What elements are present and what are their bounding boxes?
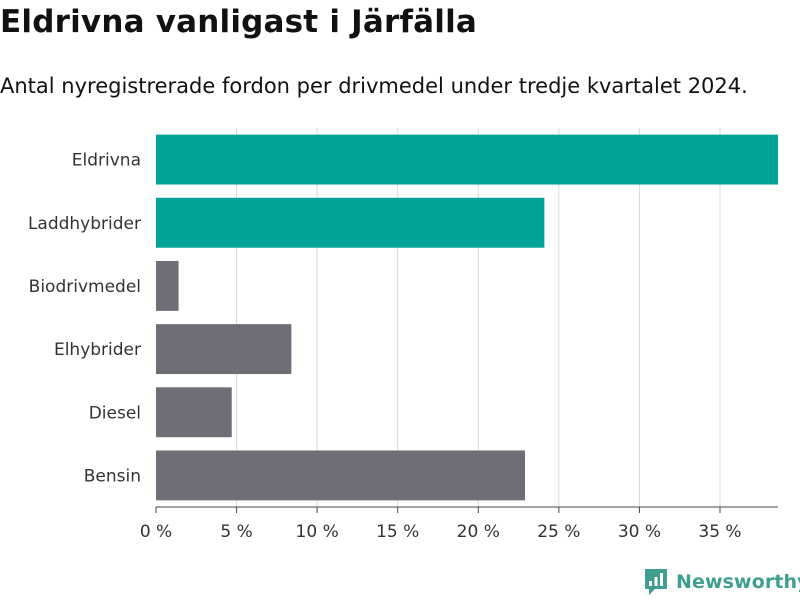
chart-title: Eldrivna vanligast i Järfälla	[0, 4, 478, 40]
x-tick-label: 35 %	[698, 522, 741, 542]
bar-laddhybrider	[156, 197, 545, 248]
y-tick-label: Eldrivna	[72, 151, 141, 171]
newsworthy-logo: Newsworthy	[643, 567, 800, 597]
x-tick-label: 15 %	[376, 522, 419, 542]
bar-elhybrider	[156, 324, 292, 375]
y-tick-label: Laddhybrider	[28, 214, 141, 234]
x-tick-label: 20 %	[457, 522, 500, 542]
y-tick-label: Elhybrider	[54, 340, 141, 360]
x-tick-label: 0 %	[140, 522, 172, 542]
chart-subtitle: Antal nyregistrerade fordon per drivmede…	[0, 74, 748, 98]
y-tick-label: Biodrivmedel	[29, 277, 141, 297]
y-tick-label: Diesel	[89, 403, 141, 423]
x-tick-label: 10 %	[296, 522, 339, 542]
newsworthy-logo-text: Newsworthy	[676, 571, 800, 593]
bar-bensin	[156, 450, 526, 501]
x-tick-label: 5 %	[220, 522, 252, 542]
newsworthy-logo-icon	[645, 569, 667, 595]
x-tick-label: 30 %	[618, 522, 661, 542]
bar-biodrivmedel	[156, 260, 179, 311]
y-tick-label: Bensin	[84, 466, 141, 486]
bar-diesel	[156, 387, 232, 438]
bar-eldrivna	[156, 134, 778, 185]
x-tick-label: 25 %	[537, 522, 580, 542]
